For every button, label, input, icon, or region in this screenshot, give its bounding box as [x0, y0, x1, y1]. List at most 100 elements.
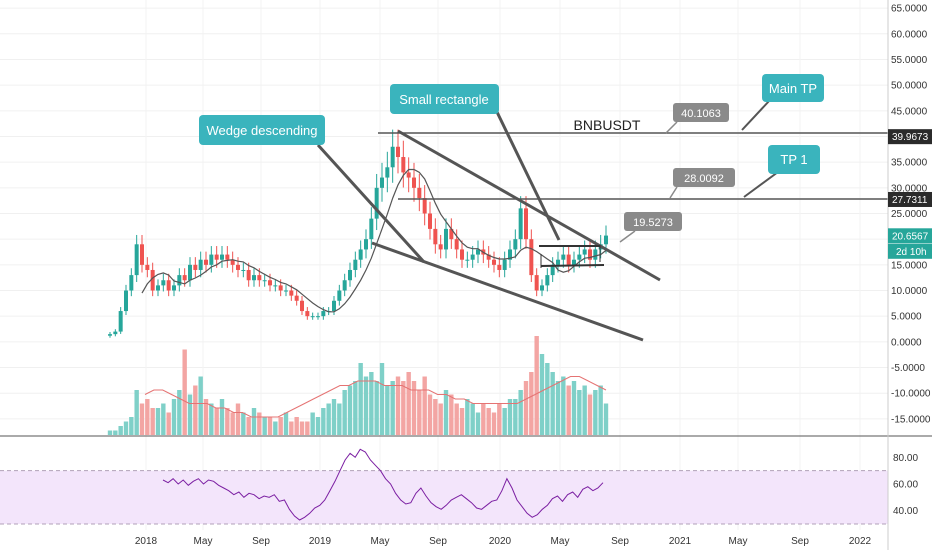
candle-body — [145, 264, 150, 270]
candle-body — [204, 259, 208, 265]
time-tick-label: 2019 — [309, 536, 332, 547]
price-tick-label: 0.0000 — [891, 337, 922, 348]
candle-body — [214, 254, 219, 260]
volume-bar — [214, 408, 219, 435]
volume-bar — [182, 349, 187, 435]
candle-body — [118, 311, 123, 332]
volume-bar — [593, 390, 598, 435]
volume-bar — [209, 403, 214, 435]
price-tag-label: 20.6567 — [892, 231, 929, 242]
candle-body — [156, 285, 160, 291]
volume-bar — [342, 390, 347, 435]
candle-body — [236, 264, 240, 270]
volume-bars — [107, 336, 609, 435]
time-tick-label: 2021 — [669, 536, 692, 547]
candle-body — [374, 187, 379, 219]
price-tick-label: 25.0000 — [891, 209, 928, 220]
candle-body — [561, 254, 566, 260]
candle-body — [572, 259, 576, 265]
volume-bar — [161, 403, 166, 435]
price-axis-tags: 39.9673 27.7311 20.6567 2d 10h — [888, 129, 932, 259]
candle-body — [166, 280, 171, 291]
volume-bar — [475, 412, 481, 435]
rectangle-callout: Small rectangle — [390, 84, 561, 241]
time-tick-label: 2022 — [849, 536, 872, 547]
time-tick-label: May — [194, 536, 213, 547]
volume-bar — [459, 408, 465, 435]
candle-body — [273, 285, 278, 287]
time-tick-label: 2020 — [489, 536, 512, 547]
time-tick-label: Sep — [252, 536, 270, 547]
volume-bar — [331, 399, 337, 435]
volume-bar — [529, 372, 534, 435]
rsi-axis-labels: 80.00 60.00 40.00 — [893, 453, 918, 517]
price-tick-label: 10.0000 — [891, 286, 928, 297]
candle-body — [566, 254, 571, 265]
pill-19-label: 19.5273 — [633, 217, 673, 229]
volume-bar — [107, 430, 113, 435]
volume-bar — [198, 376, 203, 435]
candle-body — [294, 295, 299, 301]
volume-bar — [587, 394, 593, 435]
time-tick-label: May — [371, 536, 390, 547]
volume-bar — [273, 421, 278, 435]
volume-bar — [321, 408, 326, 435]
price-tick-label: -15.0000 — [891, 414, 931, 425]
volume-bar — [470, 403, 475, 435]
volume-bar — [129, 417, 134, 435]
candle-body — [422, 198, 427, 214]
price-tick-label: 15.0000 — [891, 260, 928, 271]
volume-bar — [406, 372, 411, 435]
volume-bar — [390, 381, 395, 435]
volume-bar — [497, 403, 502, 435]
volume-bar — [326, 403, 331, 435]
candle-body — [534, 275, 539, 291]
price-ma-line — [141, 168, 607, 313]
price-tick-label: 50.0000 — [891, 81, 928, 92]
candle-body — [369, 218, 374, 240]
candle-body — [417, 187, 422, 199]
rsi-line — [162, 448, 604, 521]
volume-bar — [251, 408, 257, 435]
price-tick-label: -5.0000 — [891, 363, 925, 374]
candle-body — [246, 269, 251, 281]
price-tag-label: 27.7311 — [892, 195, 928, 206]
volume-bar — [337, 403, 342, 435]
candle-body — [124, 290, 128, 312]
volume-bar — [267, 417, 273, 435]
volume-bar — [193, 385, 198, 435]
candle-body — [172, 285, 176, 291]
volume-bar — [433, 399, 438, 435]
candle-body — [188, 264, 192, 281]
volume-bar — [289, 421, 294, 435]
volume-bar — [113, 430, 118, 435]
candle-body — [225, 254, 230, 260]
volume-bar — [534, 336, 539, 435]
price-tick-label: 45.0000 — [891, 106, 928, 117]
candle-body — [140, 244, 144, 265]
volume-bar — [454, 403, 459, 435]
grid — [0, 0, 888, 530]
candle-body — [305, 311, 310, 317]
volume-bar — [257, 412, 262, 435]
candle-body — [486, 254, 491, 260]
candle-body — [209, 254, 214, 265]
candle-body — [321, 311, 326, 317]
volume-bar — [166, 412, 171, 435]
candle-body — [385, 167, 390, 178]
pill-40: 40.1063 — [665, 103, 729, 134]
volume-bar — [486, 408, 491, 435]
candle-body — [470, 254, 475, 260]
candle-body — [556, 259, 560, 265]
tp1-callout-label: TP 1 — [780, 152, 807, 167]
volume-bar — [550, 372, 555, 435]
volume-bar — [363, 376, 369, 435]
volume-bar — [187, 394, 193, 435]
volume-bar — [145, 399, 150, 435]
volume-bar — [443, 390, 449, 435]
volume-bar — [571, 381, 577, 435]
volume-bar — [241, 412, 246, 435]
candle-body — [252, 275, 256, 281]
pill-40-label: 40.1063 — [681, 108, 721, 120]
